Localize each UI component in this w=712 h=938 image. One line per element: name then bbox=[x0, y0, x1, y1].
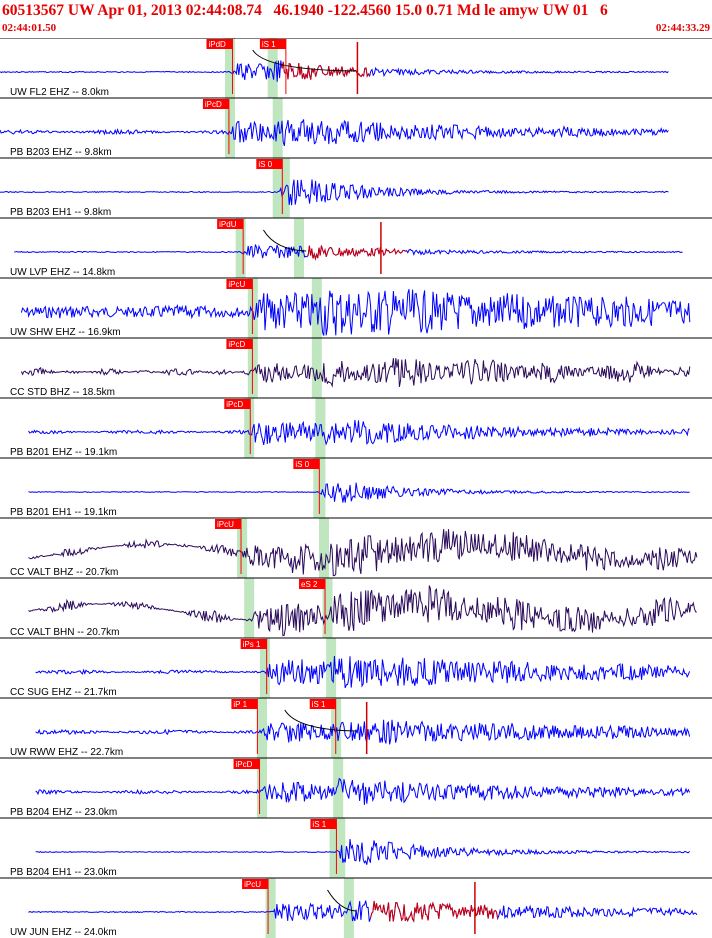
pick-label: iS 1 bbox=[262, 40, 276, 49]
pick-label: iPs 1 bbox=[243, 640, 261, 649]
coda-curve bbox=[284, 709, 357, 732]
pick-label: iPcD bbox=[205, 100, 222, 109]
trace-label: PB B204 EHZ -- 23.0km bbox=[10, 807, 117, 818]
pick-box bbox=[217, 219, 244, 229]
trace-label: PB B204 EH1 -- 23.0km bbox=[10, 867, 117, 878]
trace-label: PB B201 EHZ -- 19.1km bbox=[10, 447, 117, 458]
header: 60513567 UW Apr 01, 2013 02:44:08.74 46.… bbox=[0, 0, 712, 38]
pick-label: iPcU bbox=[228, 280, 245, 289]
trace-label: CC STD BHZ -- 18.5km bbox=[10, 387, 115, 398]
trace-waveform bbox=[20, 289, 691, 336]
pick-box bbox=[293, 459, 320, 469]
pick-box bbox=[299, 579, 326, 589]
coda-curve bbox=[327, 889, 357, 912]
coda-curve bbox=[263, 229, 307, 252]
trace-waveform bbox=[35, 777, 691, 805]
trace-label: PB B201 EH1 -- 19.1km bbox=[10, 507, 117, 518]
pick-box bbox=[309, 699, 336, 709]
trace-label: CC SUG EHZ -- 21.7km bbox=[10, 687, 117, 698]
trace-waveform bbox=[35, 655, 691, 689]
pick-box bbox=[233, 759, 260, 769]
trace-label: UW SHW EHZ -- 16.9km bbox=[10, 327, 121, 338]
pick-box bbox=[224, 399, 251, 409]
trace-waveform bbox=[28, 529, 698, 577]
pick-label: iPdU bbox=[219, 220, 237, 229]
trace-waveform bbox=[35, 719, 691, 745]
pick-label: iS 0 bbox=[295, 460, 309, 469]
trace-red-segment bbox=[281, 61, 371, 80]
pick-label: iPdD bbox=[208, 40, 226, 49]
trace-waveform bbox=[28, 482, 690, 503]
pick-box bbox=[226, 339, 253, 349]
pick-box bbox=[231, 699, 258, 709]
pick-label: iPcU bbox=[217, 520, 234, 529]
pick-box bbox=[240, 639, 267, 649]
trace-label: CC VALT BHZ -- 20.7km bbox=[10, 567, 118, 578]
pick-label: iS 1 bbox=[312, 820, 326, 829]
pick-label: iPcU bbox=[244, 880, 261, 889]
coda-curve bbox=[252, 49, 357, 72]
time-end: 02:44:33.29 bbox=[655, 22, 710, 34]
pick-box bbox=[310, 819, 337, 829]
pick-box bbox=[215, 519, 242, 529]
pick-box bbox=[259, 39, 286, 49]
pick-label: iPcD bbox=[236, 760, 253, 769]
event-title: 60513567 UW Apr 01, 2013 02:44:08.74 46.… bbox=[2, 2, 608, 19]
pick-label: iPcD bbox=[228, 340, 245, 349]
trace-label: CC VALT BHN -- 20.7km bbox=[10, 627, 119, 638]
s-arrival-band bbox=[267, 38, 354, 938]
pick-box bbox=[206, 39, 233, 49]
trace-label: UW RWW EHZ -- 22.7km bbox=[10, 747, 123, 758]
trace-waveform bbox=[0, 119, 669, 147]
pick-box bbox=[242, 879, 269, 889]
pick-label: iP 1 bbox=[233, 700, 247, 709]
pick-box bbox=[256, 159, 283, 169]
trace-waveform bbox=[28, 420, 690, 446]
trace-waveform bbox=[0, 179, 669, 206]
pick-label: eS 2 bbox=[301, 580, 318, 589]
trace-label: PB B203 EHZ -- 9.8km bbox=[10, 147, 112, 158]
trace-label: UW JUN EHZ -- 24.0km bbox=[10, 927, 117, 938]
time-start: 02:44:01.50 bbox=[2, 22, 57, 34]
trace-label: PB B203 EH1 -- 9.8km bbox=[10, 207, 111, 218]
trace-label: UW FL2 EHZ -- 8.0km bbox=[10, 87, 109, 98]
pick-label: iS 1 bbox=[312, 700, 326, 709]
pick-box bbox=[202, 99, 229, 109]
pick-label: iS 0 bbox=[258, 160, 272, 169]
pick-box bbox=[226, 279, 253, 289]
pick-label: iPcD bbox=[226, 400, 243, 409]
trace-waveform bbox=[28, 900, 698, 923]
seismogram-plot: iPdD iS 1 UW FL2 EHZ -- 8.0km iPcD PB B203 E… bbox=[0, 38, 712, 938]
trace-waveform bbox=[35, 839, 690, 865]
trace-red-segment bbox=[370, 900, 499, 923]
trace-label: UW LVP EHZ -- 14.8km bbox=[10, 267, 115, 278]
trace-waveform bbox=[28, 585, 697, 637]
trace-red-segment bbox=[306, 245, 406, 261]
trace-waveform bbox=[20, 358, 691, 388]
